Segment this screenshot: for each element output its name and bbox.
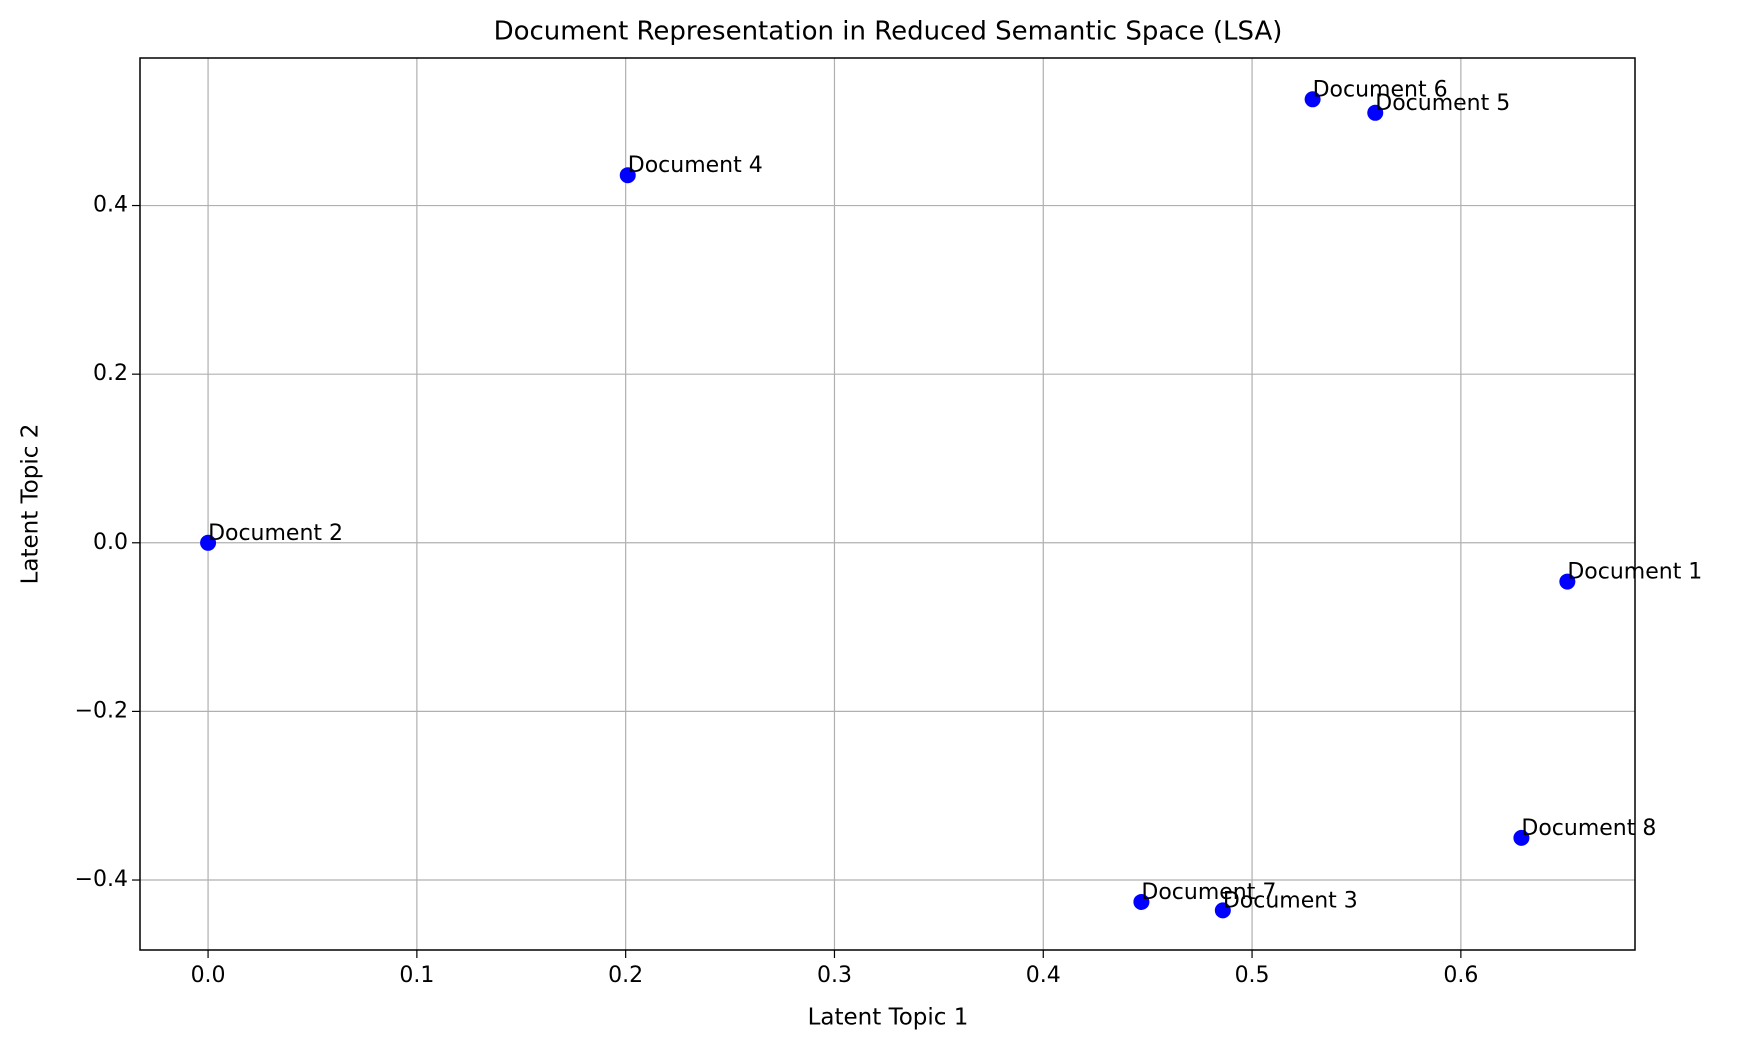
y-tick-label: −0.4 xyxy=(75,867,128,892)
x-axis-label: Latent Topic 1 xyxy=(808,1005,969,1031)
point xyxy=(1559,573,1576,590)
x-tick-label: 0.6 xyxy=(1443,963,1478,988)
point xyxy=(200,534,217,551)
x-tick-label: 0.0 xyxy=(191,963,226,988)
x-tick-label: 0.5 xyxy=(1235,963,1270,988)
y-axis-label: Latent Topic 2 xyxy=(18,424,44,585)
point xyxy=(1367,104,1384,121)
y-tick-label: 0.2 xyxy=(93,361,128,386)
point-label: Document 4 xyxy=(628,153,763,178)
point xyxy=(1304,91,1321,108)
point xyxy=(1513,829,1530,846)
plot-frame xyxy=(139,57,1636,951)
point-label: Document 6 xyxy=(1313,77,1448,102)
point-label: Document 2 xyxy=(208,521,343,546)
y-tick-label: 0.4 xyxy=(93,193,128,218)
point xyxy=(619,167,636,184)
point-label: Document 3 xyxy=(1223,888,1358,913)
point-label: Document 7 xyxy=(1141,880,1276,905)
y-tick-label: 0.0 xyxy=(93,530,128,555)
point-label: Document 5 xyxy=(1375,91,1510,116)
x-tick-label: 0.2 xyxy=(608,963,643,988)
point-label: Document 8 xyxy=(1521,816,1656,841)
y-tick-label: −0.2 xyxy=(75,698,128,723)
point-label: Document 1 xyxy=(1567,560,1702,585)
point xyxy=(1214,902,1231,919)
x-tick-label: 0.3 xyxy=(817,963,852,988)
point xyxy=(1133,893,1150,910)
x-tick-label: 0.4 xyxy=(1026,963,1061,988)
chart-title: Document Representation in Reduced Seman… xyxy=(494,17,1283,47)
x-tick-label: 0.1 xyxy=(399,963,434,988)
